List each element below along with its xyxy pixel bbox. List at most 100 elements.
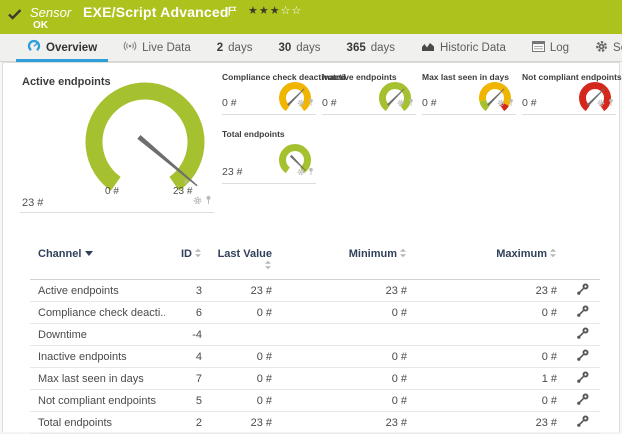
cell-channel: Not compliant endpoints: [30, 389, 165, 412]
pin-icon[interactable]: [205, 192, 212, 210]
tab-log-label: Log: [549, 41, 570, 54]
cell-maximum: 1 #: [415, 367, 565, 390]
edit-channel-button[interactable]: [565, 411, 600, 434]
channel-gear-icon[interactable]: [297, 94, 305, 112]
channel-gear-icon[interactable]: [497, 94, 505, 112]
sort-updown-icon: [399, 248, 407, 261]
cell-id: 6: [165, 301, 210, 324]
cell-channel: Downtime: [30, 323, 165, 346]
cell-minimum: 23 #: [280, 411, 415, 434]
tab-overview[interactable]: Overview: [14, 34, 110, 62]
cell-minimum: 0 #: [280, 345, 415, 368]
gauge-current-value: 23 #: [222, 166, 243, 178]
column-header-id[interactable]: ID: [165, 244, 210, 280]
channel-table-row: Total endpoints 2 23 # 23 # 23 #: [30, 411, 600, 434]
sensor-status-text: OK: [33, 20, 48, 31]
cell-channel: Active endpoints: [30, 279, 165, 302]
tab-365-days[interactable]: 365 days: [334, 34, 408, 61]
channel-table-row: Downtime -4: [30, 323, 600, 346]
status-ok-check-icon: [8, 7, 22, 25]
edit-channel-button[interactable]: [565, 367, 600, 390]
edit-channel-button[interactable]: [565, 345, 600, 368]
gauge-panel-inactive-endpoints: Inactive endpoints 0 #: [322, 70, 416, 115]
tab-30-days[interactable]: 30 days: [265, 34, 333, 61]
edit-channel-button[interactable]: [565, 301, 600, 324]
compliance-gauge: [279, 82, 311, 112]
tab-live-data-label: Live Data: [142, 41, 191, 54]
sensor-title-bar: Sensor EXE/Script Advanced ★★★☆☆ OK: [0, 0, 622, 34]
pin-icon[interactable]: [408, 94, 414, 112]
column-header-maximum[interactable]: Maximum: [415, 244, 565, 280]
gauge-title: Compliance check deactivated: [222, 72, 346, 82]
cell-minimum: 0 #: [280, 301, 415, 324]
gauge-panel-active-endpoints: Active endpoints x 0 # 23 # 23 #: [20, 70, 214, 213]
channel-table-row: Inactive endpoints 4 0 # 0 # 0 #: [30, 345, 600, 368]
cell-maximum: 0 #: [415, 301, 565, 324]
tab-live-data[interactable]: Live Data: [110, 34, 204, 61]
edit-channel-button[interactable]: [565, 279, 600, 302]
pin-icon[interactable]: [608, 94, 614, 112]
tab-historic-data[interactable]: Historic Data: [408, 34, 519, 61]
cell-maximum: 23 #: [415, 279, 565, 302]
tab-30-days-number: 30: [278, 41, 292, 54]
pin-icon[interactable]: [308, 94, 314, 112]
overview-gauge-icon: [27, 39, 41, 56]
edit-channel-wrench-icon: [576, 393, 590, 409]
edit-channel-button[interactable]: [565, 389, 600, 412]
cell-last-value: 0 #: [210, 389, 280, 412]
cell-last-value: 0 #: [210, 301, 280, 324]
channel-table-row: Compliance check deacti... 6 0 # 0 # 0 #: [30, 301, 600, 324]
gauge-panel-max-last-seen: Max last seen in days 0 #: [422, 70, 516, 115]
cell-channel: Total endpoints: [30, 411, 165, 434]
channel-gear-icon[interactable]: [193, 192, 202, 210]
cell-channel: Compliance check deacti...: [30, 301, 165, 324]
column-header-minimum[interactable]: Minimum: [280, 244, 415, 280]
edit-channel-wrench-icon: [576, 349, 590, 365]
priority-stars-empty[interactable]: ☆☆: [280, 5, 303, 17]
edit-channel-wrench-icon: [576, 283, 590, 299]
tab-2-days[interactable]: 2 days: [204, 34, 266, 61]
sort-caret-down-icon: [85, 251, 94, 256]
tab-settings[interactable]: Settings: [582, 34, 622, 61]
pin-icon[interactable]: [308, 163, 314, 181]
sensor-type-label: Sensor: [30, 5, 72, 20]
priority-stars[interactable]: ★★★☆☆: [248, 4, 302, 17]
channel-table: Channel ID Last Value Minimum Maximum Ac…: [30, 244, 600, 434]
gauge-scale-min: 0 #: [105, 186, 119, 197]
live-data-broadcast-icon: [123, 39, 137, 56]
column-header-channel[interactable]: Channel: [30, 244, 165, 280]
priority-stars-filled[interactable]: ★★★: [248, 5, 281, 17]
flag-icon[interactable]: [228, 3, 237, 21]
cell-maximum: [415, 323, 565, 346]
column-header-tools: [565, 244, 600, 280]
sort-updown-icon: [264, 260, 272, 273]
column-header-last-value[interactable]: Last Value: [210, 244, 280, 280]
tab-365-days-number: 365: [346, 41, 366, 54]
cell-minimum: 23 #: [280, 279, 415, 302]
gauge-title: Active endpoints: [22, 76, 111, 88]
cell-id: 7: [165, 367, 210, 390]
tab-30-days-unit: days: [296, 41, 321, 54]
gauge-panel-total-endpoints: Total endpoints 23 #: [222, 126, 316, 184]
channel-gear-icon[interactable]: [397, 94, 405, 112]
log-list-icon: [531, 40, 545, 55]
cell-id: 3: [165, 279, 210, 302]
channel-gear-icon[interactable]: [597, 94, 605, 112]
cell-id: 2: [165, 411, 210, 434]
edit-channel-button[interactable]: [565, 323, 600, 346]
gauge-title: Max last seen in days: [422, 72, 509, 82]
cell-last-value: [210, 323, 280, 346]
tab-log[interactable]: Log: [519, 34, 582, 61]
gauge-current-value: 0 #: [422, 97, 437, 109]
cell-minimum: 0 #: [280, 389, 415, 412]
channel-gear-icon[interactable]: [297, 163, 305, 181]
tab-bar: Overview Live Data 2 days 30 days 365 da…: [0, 34, 622, 62]
channel-table-row: Not compliant endpoints 5 0 # 0 # 0 #: [30, 389, 600, 412]
gauge-panel-not-compliant-endpoints: Not compliant endpoints 0 #: [522, 70, 622, 115]
edit-channel-wrench-icon: [576, 371, 590, 387]
gauge-current-value: 0 #: [322, 97, 337, 109]
gauge-current-value: 23 #: [22, 197, 44, 209]
gauge-scale-max: 23 #: [173, 186, 193, 197]
sensor-name: EXE/Script Advanced: [83, 4, 229, 20]
pin-icon[interactable]: [508, 94, 514, 112]
